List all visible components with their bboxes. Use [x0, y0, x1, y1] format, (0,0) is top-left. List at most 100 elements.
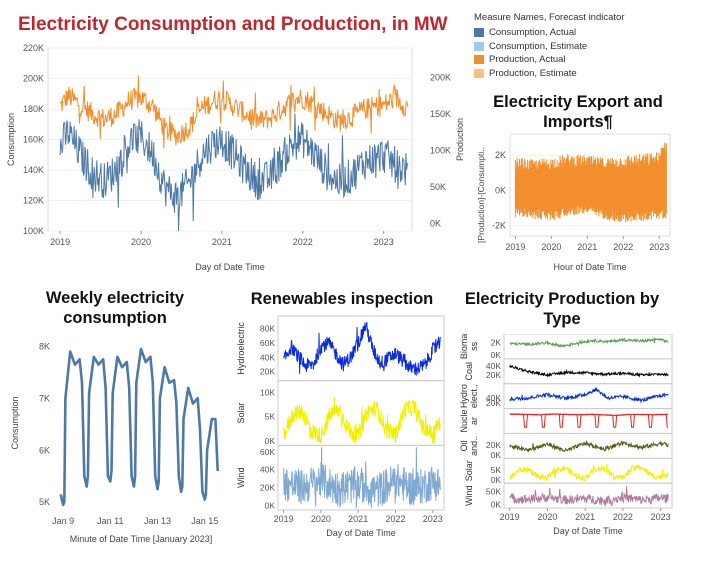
x-tick-label: 2022	[293, 237, 313, 247]
main-chart[interactable]: 100K 120K 140K 160K 180K 200K 220K 0K 50K 100K 150…	[0, 40, 470, 280]
y-axis-label: [Production]-[Consumpti..	[476, 147, 486, 243]
x-tick-label: Jan 9	[52, 516, 74, 526]
y-tick-label: 5K	[265, 412, 276, 422]
y-left-tick-label: 220K	[23, 43, 44, 53]
bytype-title: Electricity Production by Type	[464, 290, 660, 328]
panel-frame	[503, 432, 673, 459]
panel-label: ar	[469, 417, 479, 425]
weekly-title: Weekly electricity consumption	[45, 289, 185, 327]
x-tick-label: Jan 11	[97, 516, 123, 526]
nuclear-step-line	[509, 413, 669, 428]
y-tick-label: 0K	[265, 500, 276, 510]
legend-item[interactable]: Production, Estimate	[474, 67, 624, 81]
renewables-title: Renewables inspection	[250, 290, 434, 308]
legend-swatch	[474, 68, 484, 78]
y-tick-label: 10K	[260, 387, 275, 397]
x-axis-label: Hour of Date Time	[553, 262, 626, 272]
y-right-tick-label: 0K	[430, 219, 441, 229]
x-axis-label: Day of Date Time	[553, 526, 623, 536]
x-tick-label: 2023	[649, 242, 669, 252]
weekly-consumption-line	[59, 347, 219, 507]
y-tick-label: 0K	[491, 475, 502, 485]
panel-label: Oil	[460, 440, 469, 451]
x-tick-label: 2023	[651, 512, 671, 522]
y-tick-label: 40K	[486, 393, 501, 403]
y-tick-label: 6K	[39, 445, 50, 455]
series-line	[509, 364, 669, 378]
series-line	[283, 396, 441, 444]
y-tick-label: 40K	[260, 352, 275, 362]
panel-frame	[503, 334, 673, 360]
panel-label: Hydroelectric	[236, 322, 246, 375]
production-actual-line	[59, 75, 409, 149]
y-left-tick-label: 160K	[23, 135, 44, 145]
y-tick-label: 20K	[486, 370, 501, 380]
panel-label: Wind	[464, 485, 474, 506]
x-tick-label: 2022	[613, 512, 633, 522]
y-tick-label: 80K	[260, 324, 275, 334]
legend-item[interactable]: Consumption, Actual	[474, 26, 624, 40]
x-axis-label: Day of Date Time	[326, 528, 396, 538]
panel-frame	[503, 482, 673, 509]
y-tick-label: 5K	[39, 497, 50, 507]
y-left-tick-label: 140K	[23, 165, 44, 175]
y-tick-label: 7K	[39, 393, 50, 403]
legend-label: Consumption, Estimate	[489, 40, 588, 52]
y-tick-label: 8K	[39, 341, 50, 351]
series-line	[283, 321, 441, 377]
plot-area	[509, 133, 671, 237]
panel-label: Wind	[236, 467, 246, 488]
y-left-axis-label: Consumption	[6, 113, 16, 166]
x-tick-label: 2019	[505, 242, 525, 252]
x-tick-label: 2019	[274, 514, 294, 524]
x-tick-label: 2022	[385, 514, 405, 524]
legend: Measure Names, Forecast indicator Consum…	[474, 12, 624, 80]
panel-label: elect..	[469, 384, 479, 408]
y-left-tick-label: 100K	[23, 226, 44, 236]
x-tick-label: 2023	[374, 237, 394, 247]
x-tick-label: 2021	[212, 237, 232, 247]
y-tick-label: 5K	[491, 465, 502, 475]
x-tick-label: 2023	[423, 514, 443, 524]
export-chart[interactable]: -2K 0K 2K 2019 2020 2021 2022 2023 Hour of Date …	[470, 128, 705, 280]
consumption-actual-line	[59, 113, 409, 232]
y-right-tick-label: 100K	[430, 145, 451, 155]
x-tick-label: Jan 15	[191, 516, 218, 526]
x-tick-label: 2021	[577, 242, 597, 252]
main-title: Electricity Consumption and Production, …	[18, 14, 448, 35]
panel-label: Bioma	[460, 334, 469, 359]
y-tick-label: 0K	[495, 185, 506, 195]
legend-swatch	[474, 55, 484, 65]
y-tick-label: 0K	[491, 350, 502, 360]
export-import-line	[514, 142, 667, 223]
legend-label: Production, Estimate	[489, 67, 577, 79]
panel-label: Solar	[236, 402, 246, 423]
x-tick-label: 2021	[348, 514, 368, 524]
series-line	[509, 463, 669, 482]
renewables-chart[interactable]: 20K 40K 60K 80K Hydroelectric 0K 5K 10K Solar 0K 2…	[232, 312, 462, 552]
y-tick-label: 60K	[260, 338, 275, 348]
panel-frame	[503, 408, 673, 434]
y-tick-label: 40K	[486, 361, 501, 371]
y-right-tick-label: 50K	[430, 182, 446, 192]
x-tick-label: 2021	[575, 512, 595, 522]
legend-item[interactable]: Production, Actual	[474, 53, 624, 67]
y-tick-label: 2K	[495, 150, 506, 160]
y-tick-label: 60K	[260, 447, 275, 457]
y-left-tick-label: 120K	[23, 196, 44, 206]
series-line	[509, 486, 669, 507]
x-tick-label: 2019	[50, 237, 70, 247]
legend-label: Consumption, Actual	[489, 27, 577, 39]
y-tick-label: 50K	[486, 487, 501, 497]
y-right-tick-label: 150K	[430, 109, 451, 119]
y-left-tick-label: 180K	[23, 104, 44, 114]
y-tick-label: 20K	[260, 367, 275, 377]
y-right-tick-label: 200K	[430, 72, 451, 82]
legend-title: Measure Names, Forecast indicator	[474, 12, 625, 23]
weekly-chart[interactable]: 5K 6K 7K 8K Jan 9 Jan 11 Jan 13 Jan 15 Minute of…	[0, 330, 232, 552]
legend-item[interactable]: Consumption, Estimate	[474, 40, 624, 54]
export-title: Electricity Export and Imports¶	[493, 93, 663, 131]
y-tick-label: 0K	[491, 450, 502, 460]
y-right-axis-label: Production	[455, 118, 465, 161]
